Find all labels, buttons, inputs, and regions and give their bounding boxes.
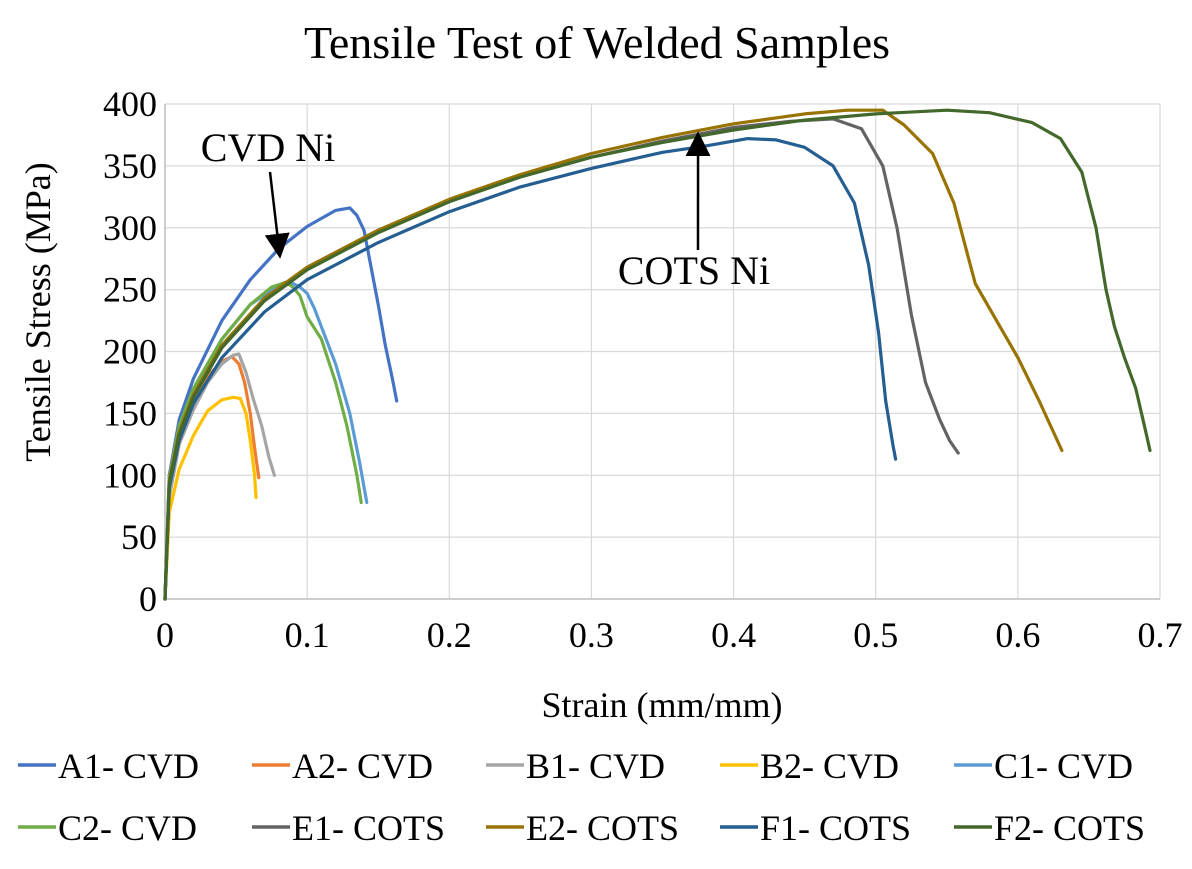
legend-label-c2-cvd: C2- CVD (58, 808, 197, 848)
x-tick-label: 0.6 (995, 615, 1040, 655)
legend-label-c1-cvd: C1- CVD (994, 746, 1133, 786)
x-tick-label: 0 (156, 615, 174, 655)
x-tick-label: 0.5 (853, 615, 898, 655)
y-axis-title: Tensile Stress (MPa) (18, 162, 58, 461)
annotation-cvd-label: CVD Ni (201, 125, 335, 170)
legend-label-b2-cvd: B2- CVD (760, 746, 899, 786)
y-tick-label: 50 (121, 517, 157, 557)
x-tick-label: 0.4 (711, 615, 756, 655)
x-tick-label: 0.2 (427, 615, 472, 655)
chart-title: Tensile Test of Welded Samples (304, 17, 890, 68)
legend-label-e1-cots: E1- COTS (292, 808, 445, 848)
x-tick-label: 0.1 (285, 615, 330, 655)
legend-label-e2-cots: E2- COTS (526, 808, 679, 848)
legend-label-f2-cots: F2- COTS (994, 808, 1145, 848)
y-tick-label: 200 (103, 332, 157, 372)
annotation-cots-label: COTS Ni (618, 248, 770, 293)
x-tick-label: 0.3 (569, 615, 614, 655)
x-tick-label: 0.7 (1138, 615, 1183, 655)
y-tick-label: 400 (103, 84, 157, 124)
y-tick-label: 250 (103, 270, 157, 310)
legend-label-a2-cvd: A2- CVD (292, 746, 433, 786)
legend-label-b1-cvd: B1- CVD (526, 746, 665, 786)
y-tick-label: 100 (103, 455, 157, 495)
y-tick-label: 350 (103, 146, 157, 186)
y-tick-label: 150 (103, 393, 157, 433)
y-tick-label: 0 (139, 579, 157, 619)
legend-label-a1-cvd: A1- CVD (58, 746, 199, 786)
legend-label-f1-cots: F1- COTS (760, 808, 911, 848)
y-tick-label: 300 (103, 208, 157, 248)
x-axis-title: Strain (mm/mm) (542, 685, 783, 725)
